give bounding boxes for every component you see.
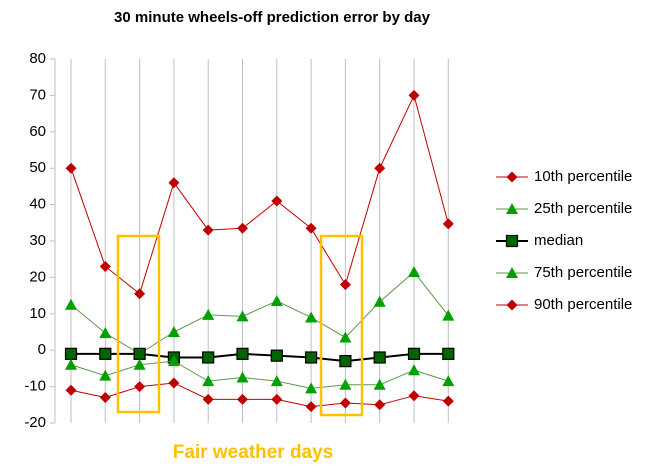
marker	[99, 347, 112, 360]
y-tick-label: 20	[29, 268, 46, 285]
annotation: Fair weather days	[173, 442, 334, 463]
marker	[305, 311, 318, 323]
marker	[339, 378, 352, 390]
legend-marker	[506, 171, 518, 183]
series-line	[70, 93, 449, 295]
marker	[339, 331, 352, 343]
y-tick-label: 50	[29, 159, 46, 176]
legend-label: 10th percentile	[534, 168, 632, 185]
marker	[236, 371, 249, 383]
marker	[407, 347, 421, 360]
marker	[65, 358, 77, 370]
marker	[167, 326, 180, 337]
marker	[374, 399, 386, 411]
marker	[408, 364, 420, 376]
legend-marker	[505, 234, 519, 248]
legend-label: median	[534, 232, 583, 249]
marker	[134, 381, 146, 393]
y-tick-label: 10	[29, 305, 46, 322]
marker	[442, 347, 455, 360]
marker	[65, 298, 77, 310]
marker	[237, 222, 248, 234]
legend-label: 90th percentile	[534, 296, 632, 313]
marker	[442, 309, 455, 321]
marker	[442, 218, 454, 230]
marker	[202, 224, 214, 236]
legend-marker	[506, 203, 518, 214]
marker	[202, 393, 214, 405]
marker	[339, 355, 352, 368]
marker	[237, 393, 248, 405]
highlight-box	[319, 234, 364, 417]
marker	[168, 177, 180, 189]
legend-label: 25th percentile	[534, 200, 632, 217]
marker	[99, 260, 111, 272]
marker	[236, 347, 249, 360]
marker	[99, 327, 112, 339]
marker	[305, 401, 317, 413]
marker	[408, 390, 420, 402]
marker	[442, 395, 454, 407]
highlight-box	[116, 234, 161, 414]
marker	[134, 288, 146, 300]
legend-label: 75th percentile	[534, 264, 632, 281]
y-tick-label: -20	[24, 414, 46, 431]
marker	[373, 378, 386, 390]
marker	[99, 369, 112, 381]
y-tick-label: 70	[29, 86, 46, 103]
marker	[374, 162, 386, 174]
chart-title: 30 minute wheels-off prediction error by…	[114, 9, 431, 26]
y-tick-label: 60	[29, 123, 46, 140]
marker	[236, 310, 249, 322]
marker	[133, 358, 146, 370]
y-tick-label: -10	[24, 378, 46, 395]
marker	[99, 392, 111, 404]
marker	[202, 351, 215, 364]
marker	[339, 397, 351, 409]
marker	[408, 89, 420, 101]
marker	[167, 355, 180, 367]
marker	[339, 279, 351, 291]
marker	[133, 347, 146, 360]
marker	[64, 347, 78, 360]
marker	[373, 295, 386, 307]
marker	[442, 375, 455, 387]
marker	[168, 377, 180, 389]
marker	[65, 384, 77, 396]
marker	[305, 382, 318, 394]
marker	[408, 265, 420, 277]
y-tick-label: 0	[38, 341, 46, 358]
y-tick-label: 40	[29, 196, 46, 213]
series-line	[71, 352, 449, 363]
marker	[270, 349, 283, 362]
y-tick-label: 30	[29, 232, 46, 249]
marker	[202, 375, 215, 387]
series-line	[70, 382, 449, 408]
legend-marker	[506, 299, 518, 311]
marker	[202, 308, 215, 320]
marker	[305, 351, 318, 364]
plot-area: -20 -10 0 10 20 30 40 50 60 70 80	[24, 50, 455, 431]
marker	[305, 222, 317, 234]
marker	[271, 393, 283, 405]
series-line	[70, 360, 449, 389]
y-tick-label: 80	[29, 50, 46, 67]
marker	[270, 295, 283, 307]
marker	[373, 351, 386, 364]
marker	[270, 375, 283, 387]
legend-marker	[506, 267, 518, 278]
marker	[65, 162, 77, 174]
marker	[271, 195, 283, 207]
